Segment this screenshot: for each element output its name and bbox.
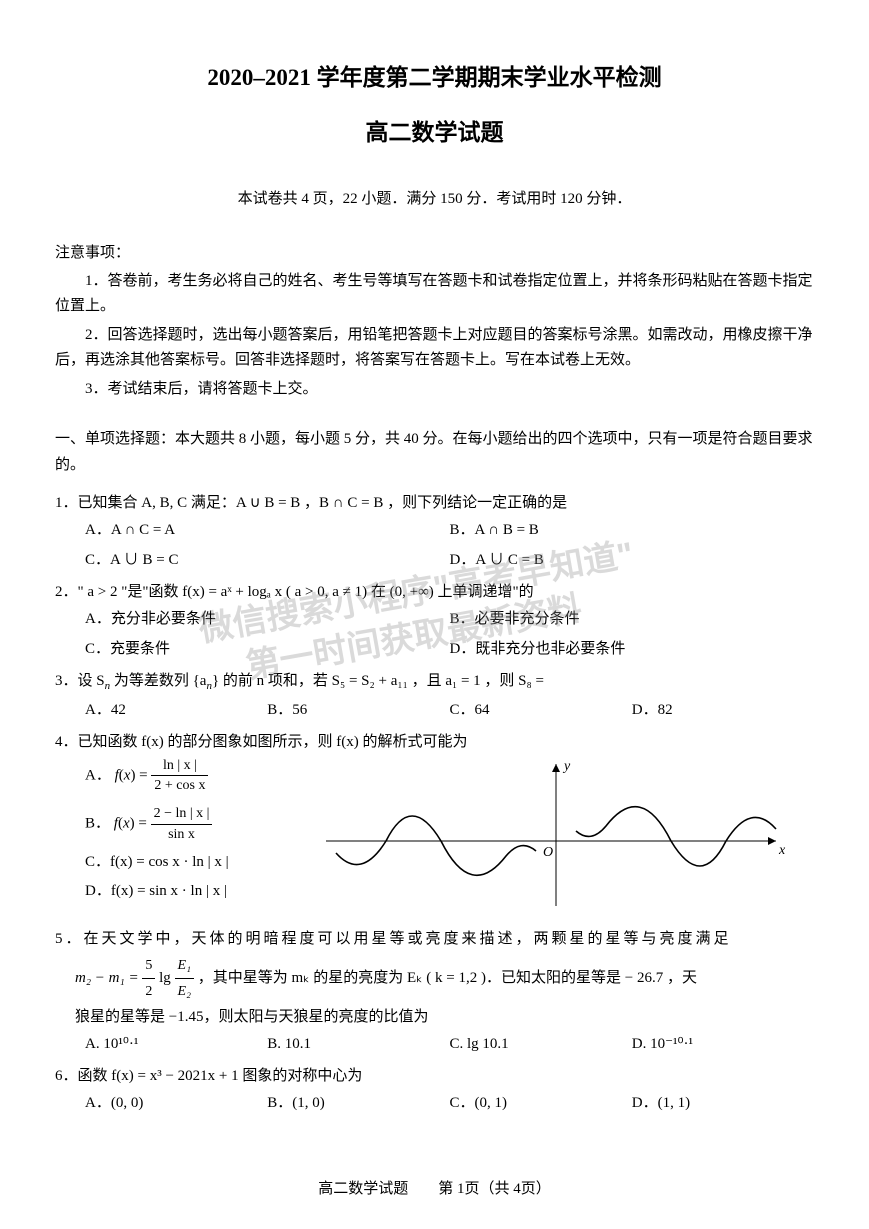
section-desc: 一、单项选择题：本大题共 8 小题，每小题 5 分，共 40 分。在每小题给出的… <box>55 427 814 478</box>
question-5: 5．在天文学中，天体的明暗程度可以用星等或亮度来描述，两颗星的星等与亮度满足 m… <box>55 926 814 1058</box>
q4-b-den: sin x <box>151 825 213 845</box>
q5-opt-d: D. 10⁻¹⁰·¹ <box>632 1031 814 1058</box>
notice-item-3: 3．考试结束后，请将答题卡上交。 <box>55 377 814 403</box>
q4-d-label: D． <box>85 883 111 899</box>
sub-title: 高二数学试题 <box>55 115 814 152</box>
q3-stem: 3．设 Sn 为等差数列 {an} 的前 n 项和，若 S₅ = S₂ + a₁… <box>55 668 814 697</box>
q3-opt-c: C．64 <box>450 697 632 724</box>
q4-opt-c: C．f(x) = cos x · ln | x | <box>85 852 321 873</box>
question-2: 2．" a > 2 "是"函数 f(x) = aˣ + logₐ x ( a >… <box>55 579 814 663</box>
q5-opt-a: A. 10¹⁰·¹ <box>85 1031 267 1058</box>
q4-d-text: f(x) = sin x · ln | x | <box>111 883 227 899</box>
page-footer: 高二数学试题 第 1页（共 4页） <box>0 1177 869 1201</box>
q3-opt-a: A．42 <box>85 697 267 724</box>
q3-stem-prefix: 3．设 S <box>55 673 105 689</box>
q4-opt-b: B． f(x) = 2 − ln | x |sin x <box>85 804 321 844</box>
q5-f2: 2 <box>142 979 155 1004</box>
q4-stem: 4．已知函数 f(x) 的部分图象如图所示，则 f(x) 的解析式可能为 <box>55 729 814 756</box>
q5-stem-line3: 狼星的星等是 −1.45，则太阳与天狼星的亮度的比值为 <box>55 1004 814 1031</box>
q5-e2: E₂ <box>175 979 194 1004</box>
q2-opt-b: B．必要非充分条件 <box>450 606 815 633</box>
exam-info: 本试卷共 4 页，22 小题．满分 150 分．考试用时 120 分钟． <box>55 187 814 211</box>
question-3: 3．设 Sn 为等差数列 {an} 的前 n 项和，若 S₅ = S₂ + a₁… <box>55 668 814 724</box>
q5-e1: E₁ <box>175 953 194 979</box>
question-1: 1．已知集合 A, B, C 满足：A ∪ B = B ，B ∩ C = B ，… <box>55 490 814 574</box>
q2-opt-d: D．既非充分也非必要条件 <box>450 636 815 663</box>
q4-a-den: 2 + cos x <box>151 776 208 796</box>
q5-stem-line2: m₂ − m₁ = 52 lg E₁E₂ ，其中星等为 mₖ 的星的亮度为 Eₖ… <box>55 953 814 1004</box>
q1-opt-c: C．A ∪ B = C <box>85 547 450 574</box>
q5-opt-c: C. lg 10.1 <box>450 1031 632 1058</box>
q5-lg: lg <box>159 970 171 986</box>
notice-item-2: 2．回答选择题时，选出每小题答案后，用铅笔把答题卡上对应题目的答案标号涂黑。如需… <box>55 323 814 374</box>
q4-c-label: C． <box>85 854 110 870</box>
q6-opt-c: C．(0, 1) <box>450 1090 632 1117</box>
q3-opt-b: B．56 <box>267 697 449 724</box>
q4-opt-d: D．f(x) = sin x · ln | x | <box>85 881 321 902</box>
main-title: 2020–2021 学年度第二学期期末学业水平检测 <box>55 60 814 97</box>
q6-opt-d: D．(1, 1) <box>632 1090 814 1117</box>
x-axis-label: x <box>778 843 786 858</box>
q2-stem: 2．" a > 2 "是"函数 f(x) = aˣ + logₐ x ( a >… <box>55 579 814 606</box>
q6-stem: 6．函数 f(x) = x³ − 2021x + 1 图象的对称中心为 <box>55 1063 814 1090</box>
q3-opt-d: D．82 <box>632 697 814 724</box>
q5-suffix: ，其中星等为 mₖ 的星的亮度为 Eₖ ( k = 1,2 )．已知太阳的星等是… <box>198 970 697 986</box>
notice-header: 注意事项： <box>55 241 814 265</box>
q5-stem-line1: 5．在天文学中，天体的明暗程度可以用星等或亮度来描述，两颗星的星等与亮度满足 <box>55 926 814 953</box>
q4-c-text: f(x) = cos x · ln | x | <box>110 854 229 870</box>
q3-stem-mid: 为等差数列 {a <box>110 673 206 689</box>
q4-graph: y x O <box>321 756 814 921</box>
q6-opt-a: A．(0, 0) <box>85 1090 267 1117</box>
q1-stem: 1．已知集合 A, B, C 满足：A ∪ B = B ，B ∩ C = B ，… <box>55 490 814 517</box>
q4-b-label: B． <box>85 816 110 832</box>
notice-item-1: 1．答卷前，考生务必将自己的姓名、考生号等填写在答题卡和试卷指定位置上，并将条形… <box>55 269 814 320</box>
q1-opt-d: D．A ∪ C = B <box>450 547 815 574</box>
q1-opt-a: A．A ∩ C = A <box>85 517 450 544</box>
q2-opt-a: A．充分非必要条件 <box>85 606 450 633</box>
q5-meq: m₂ − m₁ = <box>75 970 139 986</box>
q4-a-num: ln | x | <box>151 756 208 777</box>
q4-a-label: A． <box>85 767 111 783</box>
origin-label: O <box>543 845 553 860</box>
question-4: 4．已知函数 f(x) 的部分图象如图所示，则 f(x) 的解析式可能为 A． … <box>55 729 814 921</box>
q4-opt-a: A． f(x) = ln | x |2 + cos x <box>85 756 321 796</box>
q5-opt-b: B. 10.1 <box>267 1031 449 1058</box>
function-graph-svg: y x O <box>321 756 791 911</box>
q2-opt-c: C．充要条件 <box>85 636 450 663</box>
y-axis-label: y <box>562 759 571 774</box>
q4-b-num: 2 − ln | x | <box>151 804 213 825</box>
question-6: 6．函数 f(x) = x³ − 2021x + 1 图象的对称中心为 A．(0… <box>55 1063 814 1117</box>
q5-f5: 5 <box>142 953 155 979</box>
q4-options: A． f(x) = ln | x |2 + cos x B． f(x) = 2 … <box>55 756 321 921</box>
q6-opt-b: B．(1, 0) <box>267 1090 449 1117</box>
q1-opt-b: B．A ∩ B = B <box>450 517 815 544</box>
q3-stem-mid2: } 的前 n 项和，若 S₅ = S₂ + a₁₁ ，且 a₁ = 1 ，则 S… <box>212 673 544 689</box>
